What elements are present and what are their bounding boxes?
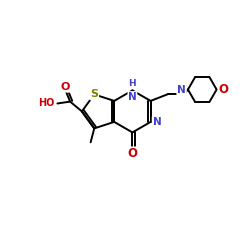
Text: N: N xyxy=(177,84,186,94)
Text: N: N xyxy=(128,92,137,102)
Text: N: N xyxy=(152,117,161,127)
Text: O: O xyxy=(60,82,70,92)
Text: O: O xyxy=(218,83,228,96)
Text: S: S xyxy=(90,90,98,100)
Text: HO: HO xyxy=(38,98,54,108)
Text: H: H xyxy=(128,80,136,88)
Text: O: O xyxy=(128,148,138,160)
